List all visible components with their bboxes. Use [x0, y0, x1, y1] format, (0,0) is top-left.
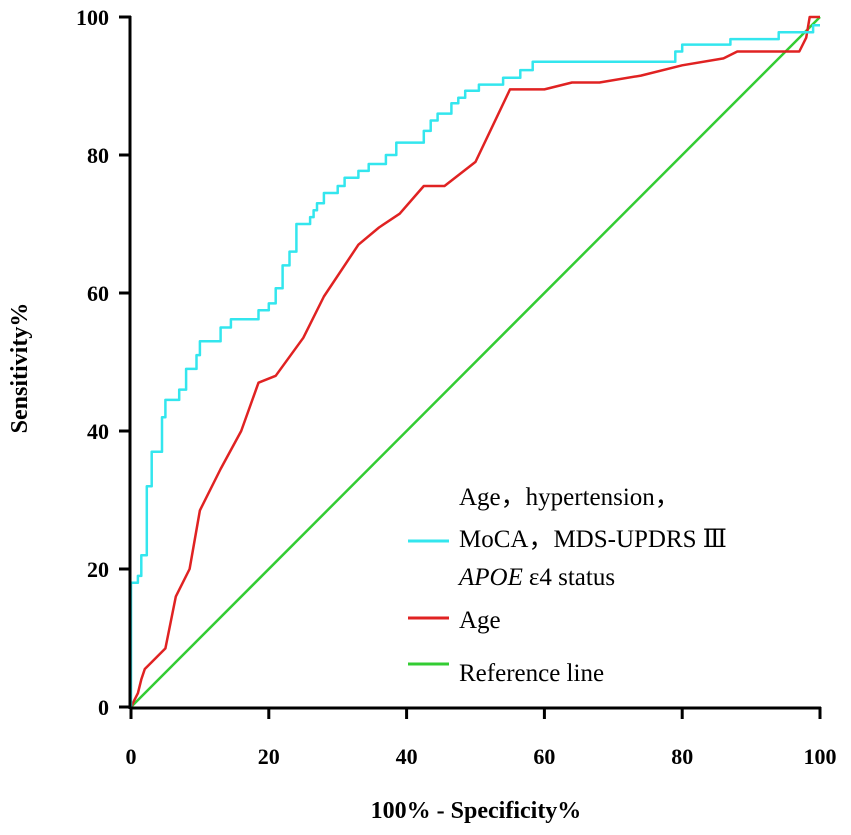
legend-model-line-1: Age，hypertension，: [459, 484, 680, 511]
legend-reference-label: Reference line: [459, 660, 604, 687]
legend-model-line-2: MoCA，MDS-UPDRS Ⅲ: [459, 526, 727, 553]
x-tick-label: 80: [671, 744, 693, 769]
y-tick-label: 0: [98, 695, 109, 720]
legend-model-apoe: APOE: [457, 564, 523, 591]
y-tick-label: 20: [87, 557, 109, 582]
y-tick-label: 80: [87, 143, 109, 168]
roc-curves: [129, 15, 821, 708]
reference-line: [130, 16, 821, 708]
x-tick-label: 60: [533, 744, 555, 769]
age-curve: [129, 15, 820, 708]
axis-ticks: 0 20 40 60 80 100 0 20 40 60 80 100: [76, 5, 837, 769]
axes: 0 20 40 60 80 100 0 20 40 60 80 100: [76, 5, 837, 769]
x-tick-label: 40: [396, 744, 418, 769]
x-tick-label: 100: [804, 744, 837, 769]
x-tick-label: 20: [258, 744, 280, 769]
legend: Age，hypertension， MoCA，MDS-UPDRS Ⅲ APOE ε…: [408, 484, 727, 687]
y-tick-label: 60: [87, 281, 109, 306]
y-tick-label: 40: [87, 419, 109, 444]
legend-model-status: ε4 status: [529, 564, 615, 591]
y-axis-title: Sensitivity%: [7, 303, 33, 434]
y-tick-label: 100: [76, 5, 109, 30]
legend-model-line-3: APOE ε4 status: [457, 564, 615, 591]
legend-age-label: Age: [459, 607, 501, 634]
x-axis-title: 100% - Specificity%: [371, 798, 582, 824]
x-tick-label: 0: [126, 744, 137, 769]
model-curve: [129, 24, 820, 707]
